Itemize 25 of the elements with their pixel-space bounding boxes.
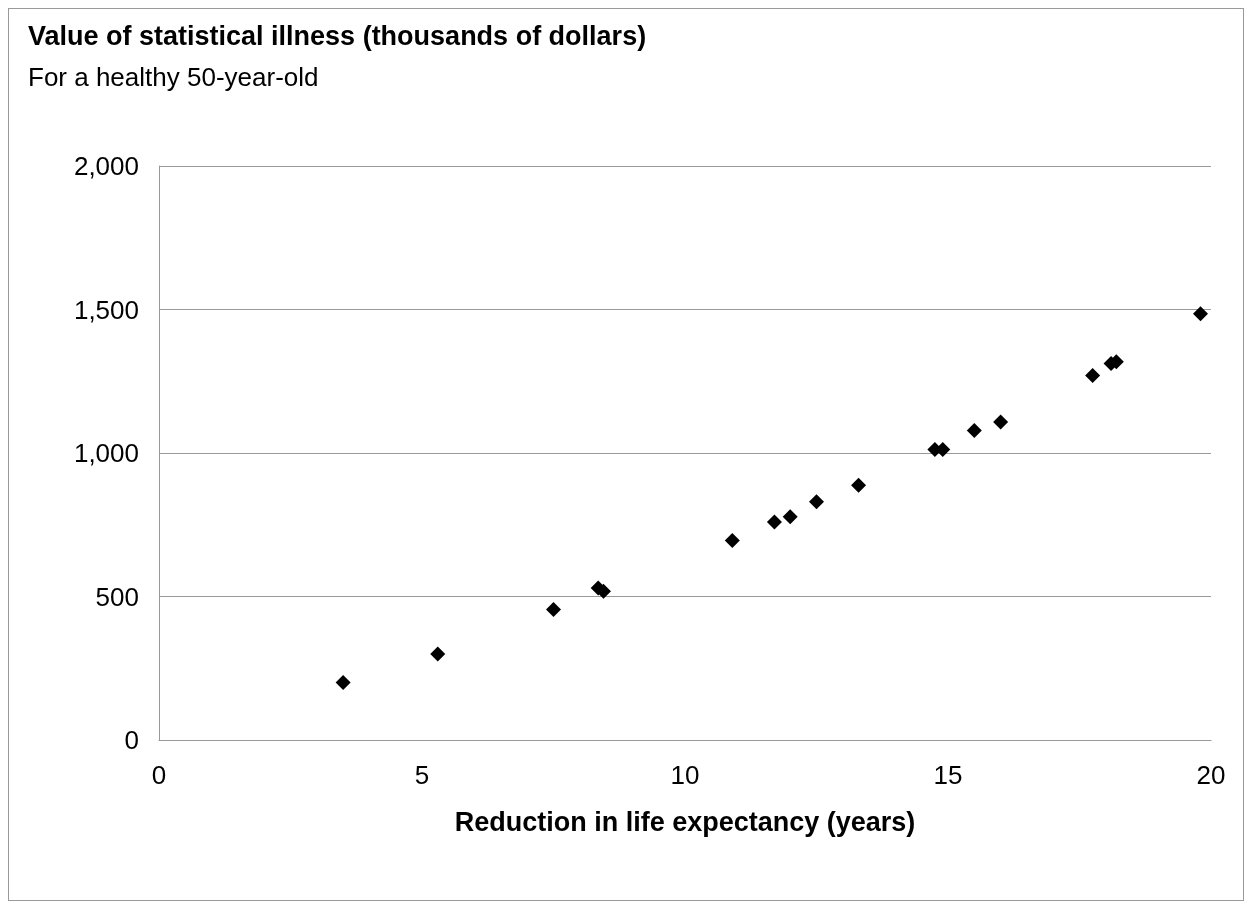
x-tick-label: 20 <box>1196 760 1226 790</box>
point <box>851 477 867 493</box>
x-tick-label: 5 <box>414 760 430 790</box>
point <box>430 646 446 662</box>
y-tick-label: 1,500 <box>73 294 139 325</box>
x-tick-label: 10 <box>670 760 700 790</box>
point <box>766 514 782 530</box>
y-tick-label: 2,000 <box>73 151 139 181</box>
chart-title: Value of statistical illness (thousands of dollars) <box>28 20 647 51</box>
point <box>724 533 740 549</box>
point <box>1192 306 1208 322</box>
point <box>809 494 824 510</box>
y-tick-label: 1,000 <box>73 438 139 468</box>
point <box>546 601 561 617</box>
point <box>993 414 1009 430</box>
x-tick-label: 15 <box>933 760 963 790</box>
y-tick-label: 500 <box>95 581 139 612</box>
point <box>1085 368 1101 384</box>
point <box>335 675 351 691</box>
point <box>966 423 982 439</box>
chart-subtitle: For a healthy 50-year-old <box>28 62 319 92</box>
y-tick-label: 0 <box>124 725 139 755</box>
x-axis-title: Reduction in life expectancy (years) <box>454 806 916 837</box>
x-tick-label: 0 <box>151 760 167 790</box>
point <box>782 509 798 525</box>
